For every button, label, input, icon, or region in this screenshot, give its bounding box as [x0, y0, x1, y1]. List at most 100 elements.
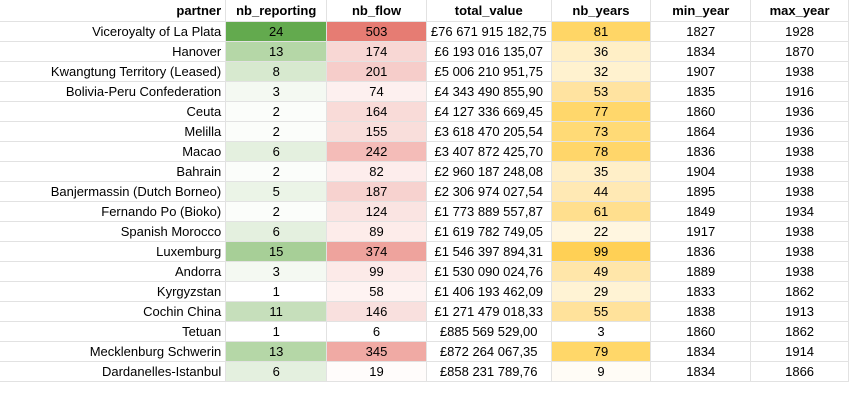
- column-header-nb-years[interactable]: nb_years: [551, 0, 652, 22]
- cell-nb-flow[interactable]: 124: [326, 201, 427, 222]
- cell-nb-reporting[interactable]: 15: [225, 241, 328, 262]
- cell-nb-years[interactable]: 35: [551, 161, 652, 182]
- cell-min-year[interactable]: 1849: [650, 201, 752, 222]
- cell-min-year[interactable]: 1836: [650, 141, 752, 162]
- cell-nb-reporting[interactable]: 6: [225, 221, 328, 242]
- cell-max-year[interactable]: 1938: [750, 181, 849, 202]
- cell-max-year[interactable]: 1938: [750, 221, 849, 242]
- cell-partner[interactable]: Luxemburg: [0, 241, 227, 262]
- cell-nb-flow[interactable]: 74: [326, 81, 427, 102]
- cell-nb-reporting[interactable]: 13: [225, 41, 328, 62]
- column-header-total-value[interactable]: total_value: [426, 0, 552, 22]
- cell-partner[interactable]: Ceuta: [0, 101, 227, 122]
- cell-min-year[interactable]: 1834: [650, 341, 752, 362]
- cell-nb-flow[interactable]: 503: [326, 21, 427, 42]
- cell-partner[interactable]: Kyrgyzstan: [0, 281, 227, 302]
- cell-partner[interactable]: Bahrain: [0, 161, 227, 182]
- cell-nb-reporting[interactable]: 5: [225, 181, 328, 202]
- cell-nb-reporting[interactable]: 11: [225, 301, 328, 322]
- cell-nb-years[interactable]: 53: [551, 81, 652, 102]
- cell-total-value[interactable]: £1 530 090 024,76: [426, 261, 552, 282]
- cell-min-year[interactable]: 1860: [650, 321, 752, 342]
- cell-nb-flow[interactable]: 146: [326, 301, 427, 322]
- cell-total-value[interactable]: £5 006 210 951,75: [426, 61, 552, 82]
- cell-nb-reporting[interactable]: 2: [225, 121, 328, 142]
- cell-min-year[interactable]: 1835: [650, 81, 752, 102]
- cell-max-year[interactable]: 1938: [750, 241, 849, 262]
- cell-max-year[interactable]: 1936: [750, 101, 849, 122]
- cell-total-value[interactable]: £1 406 193 462,09: [426, 281, 552, 302]
- cell-nb-years[interactable]: 78: [551, 141, 652, 162]
- cell-total-value[interactable]: £4 127 336 669,45: [426, 101, 552, 122]
- cell-nb-years[interactable]: 22: [551, 221, 652, 242]
- cell-partner[interactable]: Hanover: [0, 41, 227, 62]
- column-header-min-year[interactable]: min_year: [650, 0, 752, 22]
- cell-nb-flow[interactable]: 201: [326, 61, 427, 82]
- cell-total-value[interactable]: £1 773 889 557,87: [426, 201, 552, 222]
- cell-nb-reporting[interactable]: 24: [225, 21, 328, 42]
- cell-nb-years[interactable]: 73: [551, 121, 652, 142]
- cell-max-year[interactable]: 1938: [750, 141, 849, 162]
- cell-min-year[interactable]: 1834: [650, 41, 752, 62]
- cell-total-value[interactable]: £2 306 974 027,54: [426, 181, 552, 202]
- cell-max-year[interactable]: 1916: [750, 81, 849, 102]
- column-header-max-year[interactable]: max_year: [750, 0, 849, 22]
- cell-nb-reporting[interactable]: 6: [225, 361, 328, 382]
- cell-nb-reporting[interactable]: 3: [225, 261, 328, 282]
- cell-max-year[interactable]: 1870: [750, 41, 849, 62]
- cell-nb-reporting[interactable]: 2: [225, 201, 328, 222]
- cell-nb-years[interactable]: 99: [551, 241, 652, 262]
- cell-min-year[interactable]: 1838: [650, 301, 752, 322]
- cell-nb-flow[interactable]: 99: [326, 261, 427, 282]
- cell-nb-years[interactable]: 44: [551, 181, 652, 202]
- column-header-partner[interactable]: partner: [0, 0, 227, 22]
- cell-min-year[interactable]: 1836: [650, 241, 752, 262]
- cell-nb-years[interactable]: 81: [551, 21, 652, 42]
- cell-nb-reporting[interactable]: 8: [225, 61, 328, 82]
- cell-nb-flow[interactable]: 374: [326, 241, 427, 262]
- cell-nb-years[interactable]: 9: [551, 361, 652, 382]
- cell-partner[interactable]: Banjermassin (Dutch Borneo): [0, 181, 227, 202]
- cell-partner[interactable]: Viceroyalty of La Plata: [0, 21, 227, 42]
- cell-min-year[interactable]: 1895: [650, 181, 752, 202]
- cell-nb-flow[interactable]: 19: [326, 361, 427, 382]
- cell-partner[interactable]: Spanish Morocco: [0, 221, 227, 242]
- cell-nb-flow[interactable]: 345: [326, 341, 427, 362]
- cell-total-value[interactable]: £1 619 782 749,05: [426, 221, 552, 242]
- cell-min-year[interactable]: 1907: [650, 61, 752, 82]
- cell-partner[interactable]: Andorra: [0, 261, 227, 282]
- cell-min-year[interactable]: 1917: [650, 221, 752, 242]
- cell-total-value[interactable]: £1 271 479 018,33: [426, 301, 552, 322]
- cell-nb-years[interactable]: 36: [551, 41, 652, 62]
- cell-nb-flow[interactable]: 174: [326, 41, 427, 62]
- cell-nb-reporting[interactable]: 3: [225, 81, 328, 102]
- cell-nb-years[interactable]: 32: [551, 61, 652, 82]
- cell-nb-years[interactable]: 55: [551, 301, 652, 322]
- cell-total-value[interactable]: £1 546 397 894,31: [426, 241, 552, 262]
- cell-nb-flow[interactable]: 164: [326, 101, 427, 122]
- cell-min-year[interactable]: 1827: [650, 21, 752, 42]
- cell-max-year[interactable]: 1938: [750, 261, 849, 282]
- cell-nb-flow[interactable]: 82: [326, 161, 427, 182]
- cell-partner[interactable]: Fernando Po (Bioko): [0, 201, 227, 222]
- cell-nb-reporting[interactable]: 2: [225, 161, 328, 182]
- cell-nb-flow[interactable]: 58: [326, 281, 427, 302]
- cell-partner[interactable]: Melilla: [0, 121, 227, 142]
- cell-nb-flow[interactable]: 187: [326, 181, 427, 202]
- cell-min-year[interactable]: 1904: [650, 161, 752, 182]
- cell-nb-flow[interactable]: 6: [326, 321, 427, 342]
- cell-max-year[interactable]: 1934: [750, 201, 849, 222]
- cell-total-value[interactable]: £76 671 915 182,75: [426, 21, 552, 42]
- cell-partner[interactable]: Mecklenburg Schwerin: [0, 341, 227, 362]
- cell-nb-reporting[interactable]: 2: [225, 101, 328, 122]
- cell-max-year[interactable]: 1914: [750, 341, 849, 362]
- cell-partner[interactable]: Macao: [0, 141, 227, 162]
- cell-nb-reporting[interactable]: 6: [225, 141, 328, 162]
- cell-nb-years[interactable]: 29: [551, 281, 652, 302]
- cell-total-value[interactable]: £6 193 016 135,07: [426, 41, 552, 62]
- cell-nb-flow[interactable]: 242: [326, 141, 427, 162]
- cell-partner[interactable]: Dardanelles-Istanbul: [0, 361, 227, 382]
- cell-max-year[interactable]: 1866: [750, 361, 849, 382]
- cell-nb-years[interactable]: 61: [551, 201, 652, 222]
- cell-nb-years[interactable]: 3: [551, 321, 652, 342]
